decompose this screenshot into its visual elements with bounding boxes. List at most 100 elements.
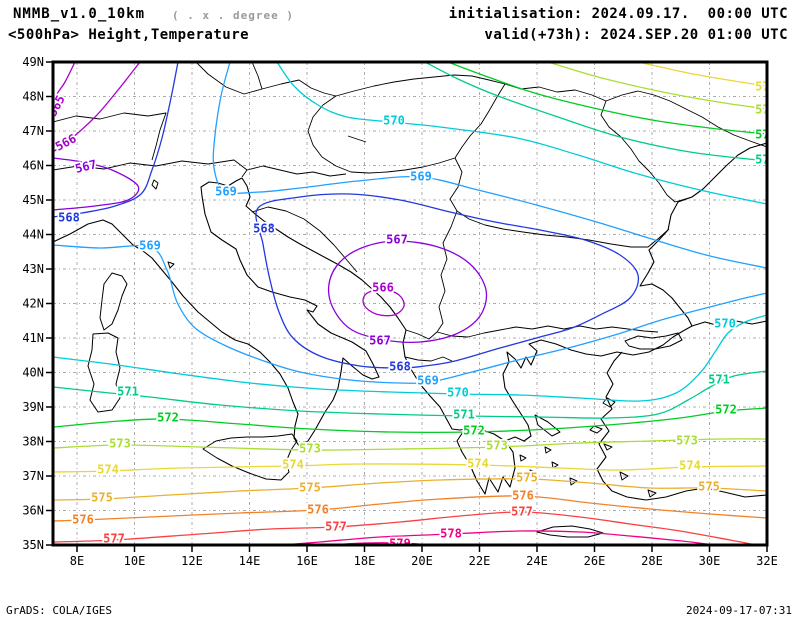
lon-label: 16E: [296, 554, 318, 568]
country-border: [251, 206, 358, 273]
island-outline: [87, 332, 121, 413]
lon-label: 32E: [756, 554, 778, 568]
grads-credit: GrADS: COLA/IGES: [6, 604, 112, 617]
lat-label: 38N: [22, 435, 44, 449]
contour-label: 575: [698, 480, 720, 494]
contour-label: 577: [103, 532, 125, 546]
contour-label: 571: [117, 385, 139, 399]
country-border: [307, 74, 506, 174]
contour-label: 574: [755, 80, 777, 94]
lon-label: 20E: [411, 554, 433, 568]
contour-line-570: [276, 62, 767, 205]
contour-label: 574: [679, 459, 701, 473]
contour-label: 570: [447, 386, 469, 400]
lon-label: 26E: [584, 554, 606, 568]
lat-label: 42N: [22, 297, 44, 311]
country-border: [251, 62, 263, 90]
lon-label: 8E: [70, 554, 84, 568]
contour-label: 573: [755, 103, 777, 117]
island-outline: [589, 425, 603, 434]
lat-label: 35N: [22, 538, 44, 552]
contour-label: 567: [74, 157, 98, 176]
contour-label: 577: [325, 520, 347, 534]
country-border: [347, 135, 367, 143]
country-border: [53, 159, 248, 178]
contour-label: 570: [383, 114, 405, 128]
country-border: [436, 325, 659, 338]
model-name: NMMB_v1.0_10km: [13, 6, 146, 22]
contour-line-578: [281, 530, 715, 545]
country-border: [195, 62, 337, 97]
axes: 49N 48N 47N 46N 45N 44N 43N 42N 41N 40N 39N 38N 37N 3…: [22, 55, 778, 568]
contour-line-577: [53, 511, 757, 545]
country-border: [449, 157, 670, 248]
contour-label: 567: [386, 233, 408, 247]
lon-label: 12E: [181, 554, 203, 568]
initialisation-time: initialisation: 2024.09.17. 00:00 UTC: [448, 6, 788, 22]
country-border: [504, 83, 693, 203]
lat-label: 47N: [22, 124, 44, 138]
lon-label: 28E: [641, 554, 663, 568]
contour-line-572: [53, 407, 767, 434]
contour-label: 575: [516, 471, 538, 485]
contour-line-566: [362, 288, 405, 317]
island-outline: [624, 332, 683, 350]
contour-label: 576: [72, 513, 94, 527]
lon-label: 30E: [699, 554, 721, 568]
island-outline: [167, 261, 175, 269]
island-outline: [551, 461, 559, 469]
country-border: [405, 329, 438, 340]
contour-label: 573: [486, 439, 508, 453]
contour-line-567: [53, 157, 140, 211]
coastline: [502, 336, 674, 442]
contour-label: 578: [440, 527, 462, 541]
contour-line-570: [53, 314, 767, 402]
lat-label: 37N: [22, 469, 44, 483]
contour-label: 572: [715, 403, 737, 417]
lon-label: 22E: [469, 554, 491, 568]
contour-line-573: [547, 62, 767, 110]
contour-line-575: [53, 478, 767, 501]
lat-label: 40N: [22, 366, 44, 380]
contour-line-568: [53, 62, 179, 218]
grid: [53, 62, 767, 545]
island-outline: [534, 414, 561, 437]
lon-label: 24E: [526, 554, 548, 568]
contour-line-571: [53, 370, 767, 419]
island-outline: [151, 179, 159, 190]
contour-line-568: [255, 193, 640, 369]
contour-label: 567: [369, 334, 391, 348]
contour-label: 572: [157, 411, 179, 425]
lat-label: 49N: [22, 55, 44, 69]
contour-label: 569: [417, 374, 439, 388]
contour-line-569: [212, 62, 767, 269]
island-outline: [619, 471, 629, 481]
contour-label: 577: [511, 505, 533, 519]
contour-label: 569: [410, 170, 432, 184]
contour-label: 576: [512, 489, 534, 503]
lat-label: 46N: [22, 159, 44, 173]
country-border: [436, 210, 458, 333]
island-outline: [544, 446, 552, 454]
contour-label: 571: [755, 153, 777, 167]
contour-label: 568: [389, 360, 411, 374]
lon-label: 14E: [239, 554, 261, 568]
contour-label: 569: [139, 239, 161, 253]
contour-label: 568: [253, 222, 275, 236]
island-outline: [519, 454, 527, 462]
contour-label: 566: [372, 281, 394, 295]
lat-label: 43N: [22, 262, 44, 276]
contour-label: 572: [463, 424, 485, 438]
contour-label: 574: [467, 457, 489, 471]
contour-label: 566: [53, 131, 79, 154]
contour-line-574: [637, 62, 767, 87]
coastline: [639, 142, 767, 338]
contour-line-576: [53, 495, 767, 522]
contour-line-569: [53, 244, 767, 384]
country-border: [246, 165, 347, 177]
contour-label: 573: [676, 434, 698, 448]
country-border: [404, 356, 453, 362]
contour-label: 575: [299, 481, 321, 495]
